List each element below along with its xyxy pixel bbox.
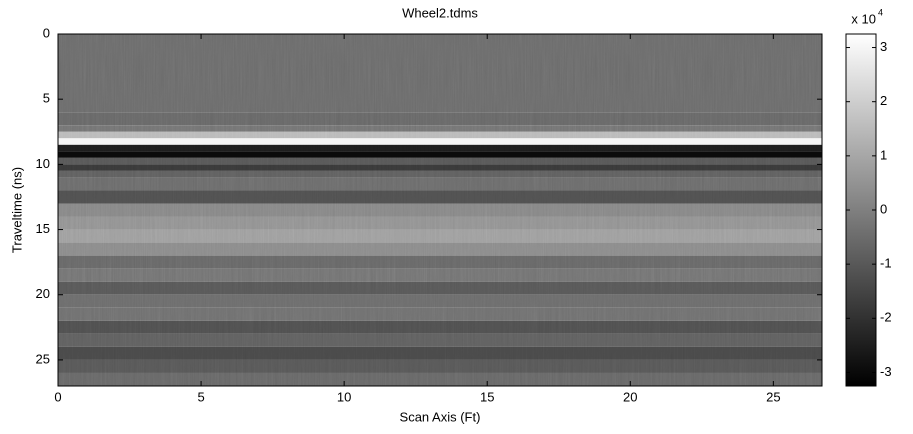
colorbar-tick-label: 2 [880, 93, 887, 108]
y-tick-label: 10 [36, 156, 50, 171]
y-tick-label: 20 [36, 286, 50, 301]
colorbar-tick-label: 1 [880, 147, 887, 162]
x-tick-label: 10 [337, 389, 351, 404]
y-tick-label: 25 [36, 351, 50, 366]
colorbar-scale: x 10 [851, 11, 876, 26]
y-tick-label: 0 [43, 25, 50, 40]
y-tick-label: 15 [36, 221, 50, 236]
y-tick-label: 5 [43, 91, 50, 106]
x-tick-label: 25 [766, 389, 780, 404]
plot-frame [57, 33, 823, 387]
plot-area [58, 34, 822, 386]
x-tick-label: 20 [623, 389, 637, 404]
colorbar-tick-label: -3 [880, 364, 892, 379]
colorbar-tick-label: 0 [880, 201, 887, 216]
x-tick-label: 0 [54, 389, 61, 404]
x-tick-label: 5 [197, 389, 204, 404]
colorbar-tick-label: -2 [880, 310, 892, 325]
x-axis-label: Scan Axis (Ft) [400, 409, 481, 424]
colorbar-exponent: 4 [878, 7, 883, 17]
y-axis-label: Traveltime (ns) [9, 167, 24, 253]
texture [58, 34, 822, 386]
chart-title: Wheel2.tdms [402, 5, 478, 20]
colorbar-tick-label: 3 [880, 39, 887, 54]
x-tick-label: 15 [480, 389, 494, 404]
colorbar [845, 33, 877, 387]
colorbar-tick-label: -1 [880, 256, 892, 271]
